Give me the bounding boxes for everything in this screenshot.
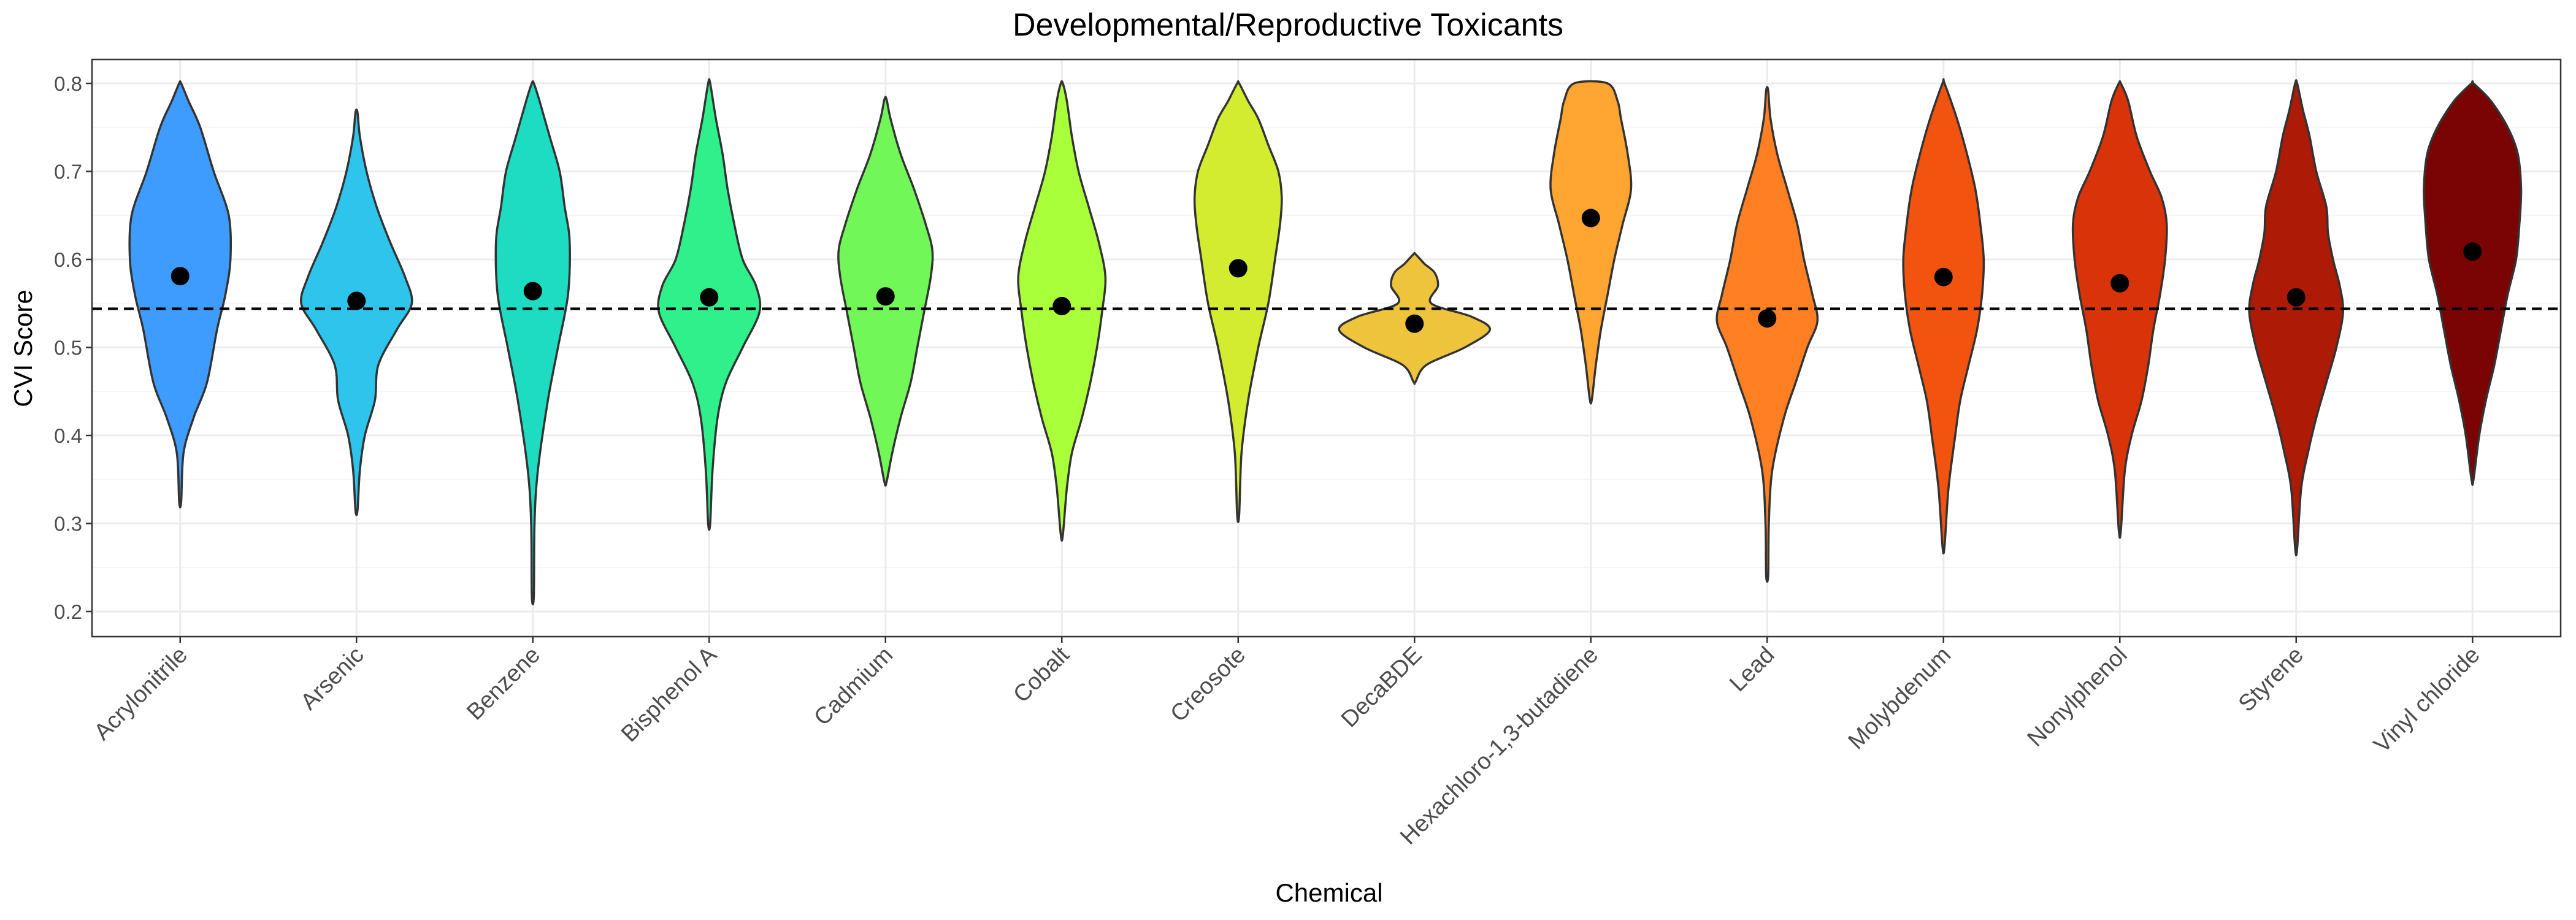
violin-benzene xyxy=(494,80,571,606)
x-tick-label-nonylphenol: Nonylphenol xyxy=(2023,642,2133,752)
x-tick-label-creosote: Creosote xyxy=(1165,642,1251,727)
mean-point-molybdenum xyxy=(1934,267,1953,286)
y-tick-label: 0.7 xyxy=(54,161,82,183)
mean-point-decabde xyxy=(1405,314,1424,333)
y-tick-label: 0.5 xyxy=(54,337,82,359)
x-tick-label-hexachloro-1-3-butadiene: Hexachloro-1,3-butadiene xyxy=(1395,642,1603,850)
y-tick-label: 0.6 xyxy=(54,248,82,271)
violin-lead xyxy=(1715,86,1819,583)
x-tick-label-vinyl-chloride: Vinyl chloride xyxy=(2369,642,2485,758)
y-tick-label: 0.8 xyxy=(54,72,82,95)
mean-point-arsenic xyxy=(347,291,366,310)
violin-vinyl-chloride xyxy=(2423,80,2523,486)
y-tick-label: 0.4 xyxy=(54,424,82,447)
violin-creosote xyxy=(1193,80,1283,523)
y-tick-label: 0.3 xyxy=(54,513,82,535)
y-tick-label: 0.2 xyxy=(54,600,82,623)
mean-point-nonylphenol xyxy=(2110,274,2129,293)
violin-styrene xyxy=(2248,79,2345,557)
x-axis-title: Chemical xyxy=(1275,878,1382,907)
mean-point-bisphenol-a xyxy=(700,288,719,307)
mean-point-vinyl-chloride xyxy=(2463,242,2482,261)
violin-hexachloro-1-3-butadiene xyxy=(1549,80,1633,405)
violin-series xyxy=(128,78,2523,606)
mean-point-cadmium xyxy=(876,287,895,306)
mean-point-creosote xyxy=(1229,259,1248,278)
y-axis-ticks: 0.2 0.3 0.4 0.5 0.6 0.7 0.8 xyxy=(54,72,92,623)
violin-acrylonitrile xyxy=(128,80,232,508)
x-tick-label-cadmium: Cadmium xyxy=(809,642,898,731)
mean-points xyxy=(171,209,2482,333)
x-tick-label-cobalt: Cobalt xyxy=(1008,642,1075,708)
x-tick-label-acrylonitrile: Acrylonitrile xyxy=(90,642,193,746)
mean-point-lead xyxy=(1758,309,1777,328)
x-axis-ticks: Acrylonitrile Arsenic Benzene Bisphenol A Ca… xyxy=(90,637,2485,850)
x-tick-label-decabde: DecaBDE xyxy=(1336,642,1427,733)
mean-point-styrene xyxy=(2287,288,2306,307)
y-axis-title: CVI Score xyxy=(9,289,37,407)
violin-molybdenum xyxy=(1902,78,1985,554)
x-tick-label-molybdenum: Molybdenum xyxy=(1844,642,1957,755)
x-tick-label-benzene: Benzene xyxy=(462,642,545,726)
violin-arsenic xyxy=(299,109,413,516)
x-tick-label-lead: Lead xyxy=(1725,642,1779,697)
x-tick-label-bisphenol-a: Bisphenol A xyxy=(616,642,722,747)
mean-point-acrylonitrile xyxy=(171,267,190,286)
chart-title: Developmental/Reproductive Toxicants xyxy=(1013,7,1563,43)
x-tick-label-styrene: Styrene xyxy=(2234,642,2309,717)
grid-lines xyxy=(92,59,2561,637)
mean-point-benzene xyxy=(523,282,542,301)
mean-point-hexachloro-1-3-butadiene xyxy=(1581,209,1600,228)
mean-point-cobalt xyxy=(1052,297,1071,316)
x-tick-label-arsenic: Arsenic xyxy=(296,642,369,715)
